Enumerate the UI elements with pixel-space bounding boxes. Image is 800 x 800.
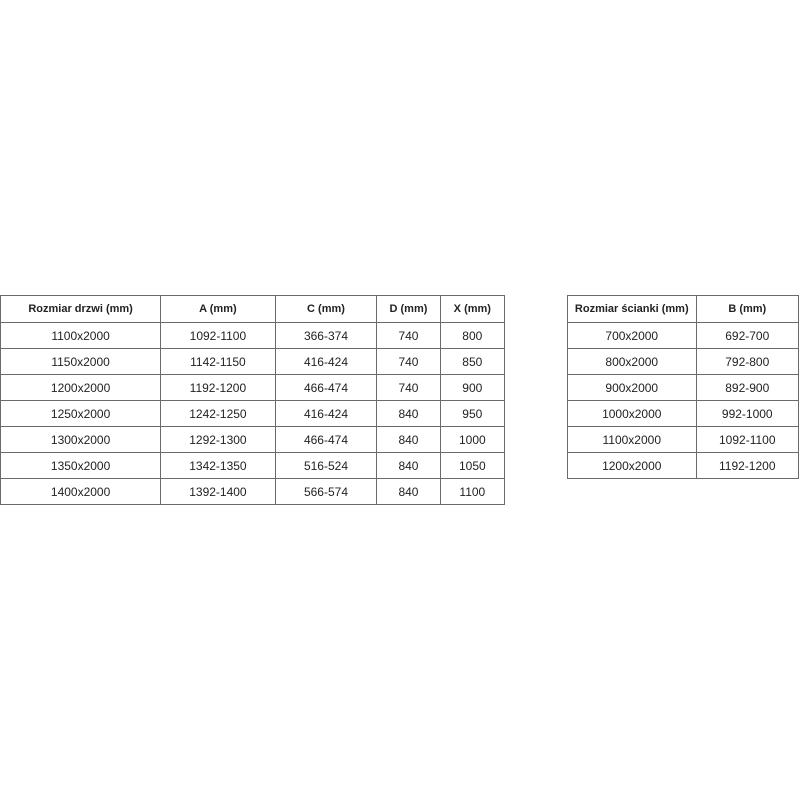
- table-cell: 1142-1150: [160, 348, 276, 375]
- wall-size-table: Rozmiar ścianki (mm) B (mm) 700x2000 692-70…: [567, 295, 800, 479]
- table-row: 1100x2000 1092-1100 366-374 740 800: [0, 322, 506, 349]
- table-cell: 1292-1300: [160, 426, 276, 453]
- table-cell: 1092-1100: [160, 322, 276, 349]
- header-row: Rozmiar ścianki (mm) B (mm): [567, 295, 800, 323]
- table-cell: 1100: [439, 478, 506, 505]
- column-header: X (mm): [439, 295, 506, 323]
- table-cell: 900x2000: [567, 374, 697, 401]
- column-header: Rozmiar ścianki (mm): [567, 295, 697, 323]
- table-cell: 1150x2000: [0, 348, 162, 375]
- table-cell: 1192-1200: [695, 452, 800, 479]
- column-header: A (mm): [160, 295, 276, 323]
- table-cell: 1200x2000: [0, 374, 162, 401]
- column-header: D (mm): [376, 295, 441, 323]
- table-cell: 1000: [439, 426, 506, 453]
- table-cell: 1250x2000: [0, 400, 162, 427]
- table-cell: 1350x2000: [0, 452, 162, 479]
- table-row: 1100x2000 1092-1100: [567, 426, 800, 453]
- table-row: 1000x2000 992-1000: [567, 400, 800, 427]
- table-row: 1200x2000 1192-1200: [567, 452, 800, 479]
- column-header: Rozmiar drzwi (mm): [0, 295, 162, 323]
- table-cell: 1192-1200: [160, 374, 276, 401]
- table-cell: 366-374: [274, 322, 378, 349]
- table-row: 900x2000 892-900: [567, 374, 800, 401]
- table-cell: 800: [439, 322, 506, 349]
- table-cell: 1200x2000: [567, 452, 697, 479]
- table-row: 700x2000 692-700: [567, 322, 800, 349]
- table-cell: 466-474: [274, 426, 378, 453]
- table-cell: 800x2000: [567, 348, 697, 375]
- header-row: Rozmiar drzwi (mm) A (mm) C (mm) D (mm) X (m…: [0, 295, 506, 323]
- table-cell: 416-424: [274, 400, 378, 427]
- table-cell: 950: [439, 400, 506, 427]
- table-cell: 892-900: [695, 374, 800, 401]
- table-cell: 692-700: [695, 322, 800, 349]
- column-header: C (mm): [274, 295, 378, 323]
- table-row: 800x2000 792-800: [567, 348, 800, 375]
- table-cell: 1300x2000: [0, 426, 162, 453]
- table-cell: 516-524: [274, 452, 378, 479]
- table-cell: 840: [376, 478, 441, 505]
- door-size-table: Rozmiar drzwi (mm) A (mm) C (mm) D (mm) X (m…: [0, 295, 506, 505]
- table-row: 1350x2000 1342-1350 516-524 840 1050: [0, 452, 506, 479]
- table-row: 1250x2000 1242-1250 416-424 840 950: [0, 400, 506, 427]
- table-cell: 992-1000: [695, 400, 800, 427]
- column-header: B (mm): [695, 295, 800, 323]
- table-cell: 1092-1100: [695, 426, 800, 453]
- table-cell: 566-574: [274, 478, 378, 505]
- table-cell: 1342-1350: [160, 452, 276, 479]
- table-cell: 1100x2000: [567, 426, 697, 453]
- table-cell: 1400x2000: [0, 478, 162, 505]
- table-cell: 1242-1250: [160, 400, 276, 427]
- table-cell: 1000x2000: [567, 400, 697, 427]
- table-cell: 740: [376, 348, 441, 375]
- table-cell: 900: [439, 374, 506, 401]
- table-cell: 840: [376, 400, 441, 427]
- table-cell: 466-474: [274, 374, 378, 401]
- table-row: 1150x2000 1142-1150 416-424 740 850: [0, 348, 506, 375]
- table-cell: 416-424: [274, 348, 378, 375]
- table-cell: 1100x2000: [0, 322, 162, 349]
- table-cell: 1050: [439, 452, 506, 479]
- table-row: 1200x2000 1192-1200 466-474 740 900: [0, 374, 506, 401]
- table-cell: 700x2000: [567, 322, 697, 349]
- table-cell: 840: [376, 426, 441, 453]
- table-cell: 740: [376, 374, 441, 401]
- table-cell: 740: [376, 322, 441, 349]
- table-cell: 840: [376, 452, 441, 479]
- table-cell: 792-800: [695, 348, 800, 375]
- table-row: 1400x2000 1392-1400 566-574 840 1100: [0, 478, 506, 505]
- table-cell: 850: [439, 348, 506, 375]
- table-cell: 1392-1400: [160, 478, 276, 505]
- table-row: 1300x2000 1292-1300 466-474 840 1000: [0, 426, 506, 453]
